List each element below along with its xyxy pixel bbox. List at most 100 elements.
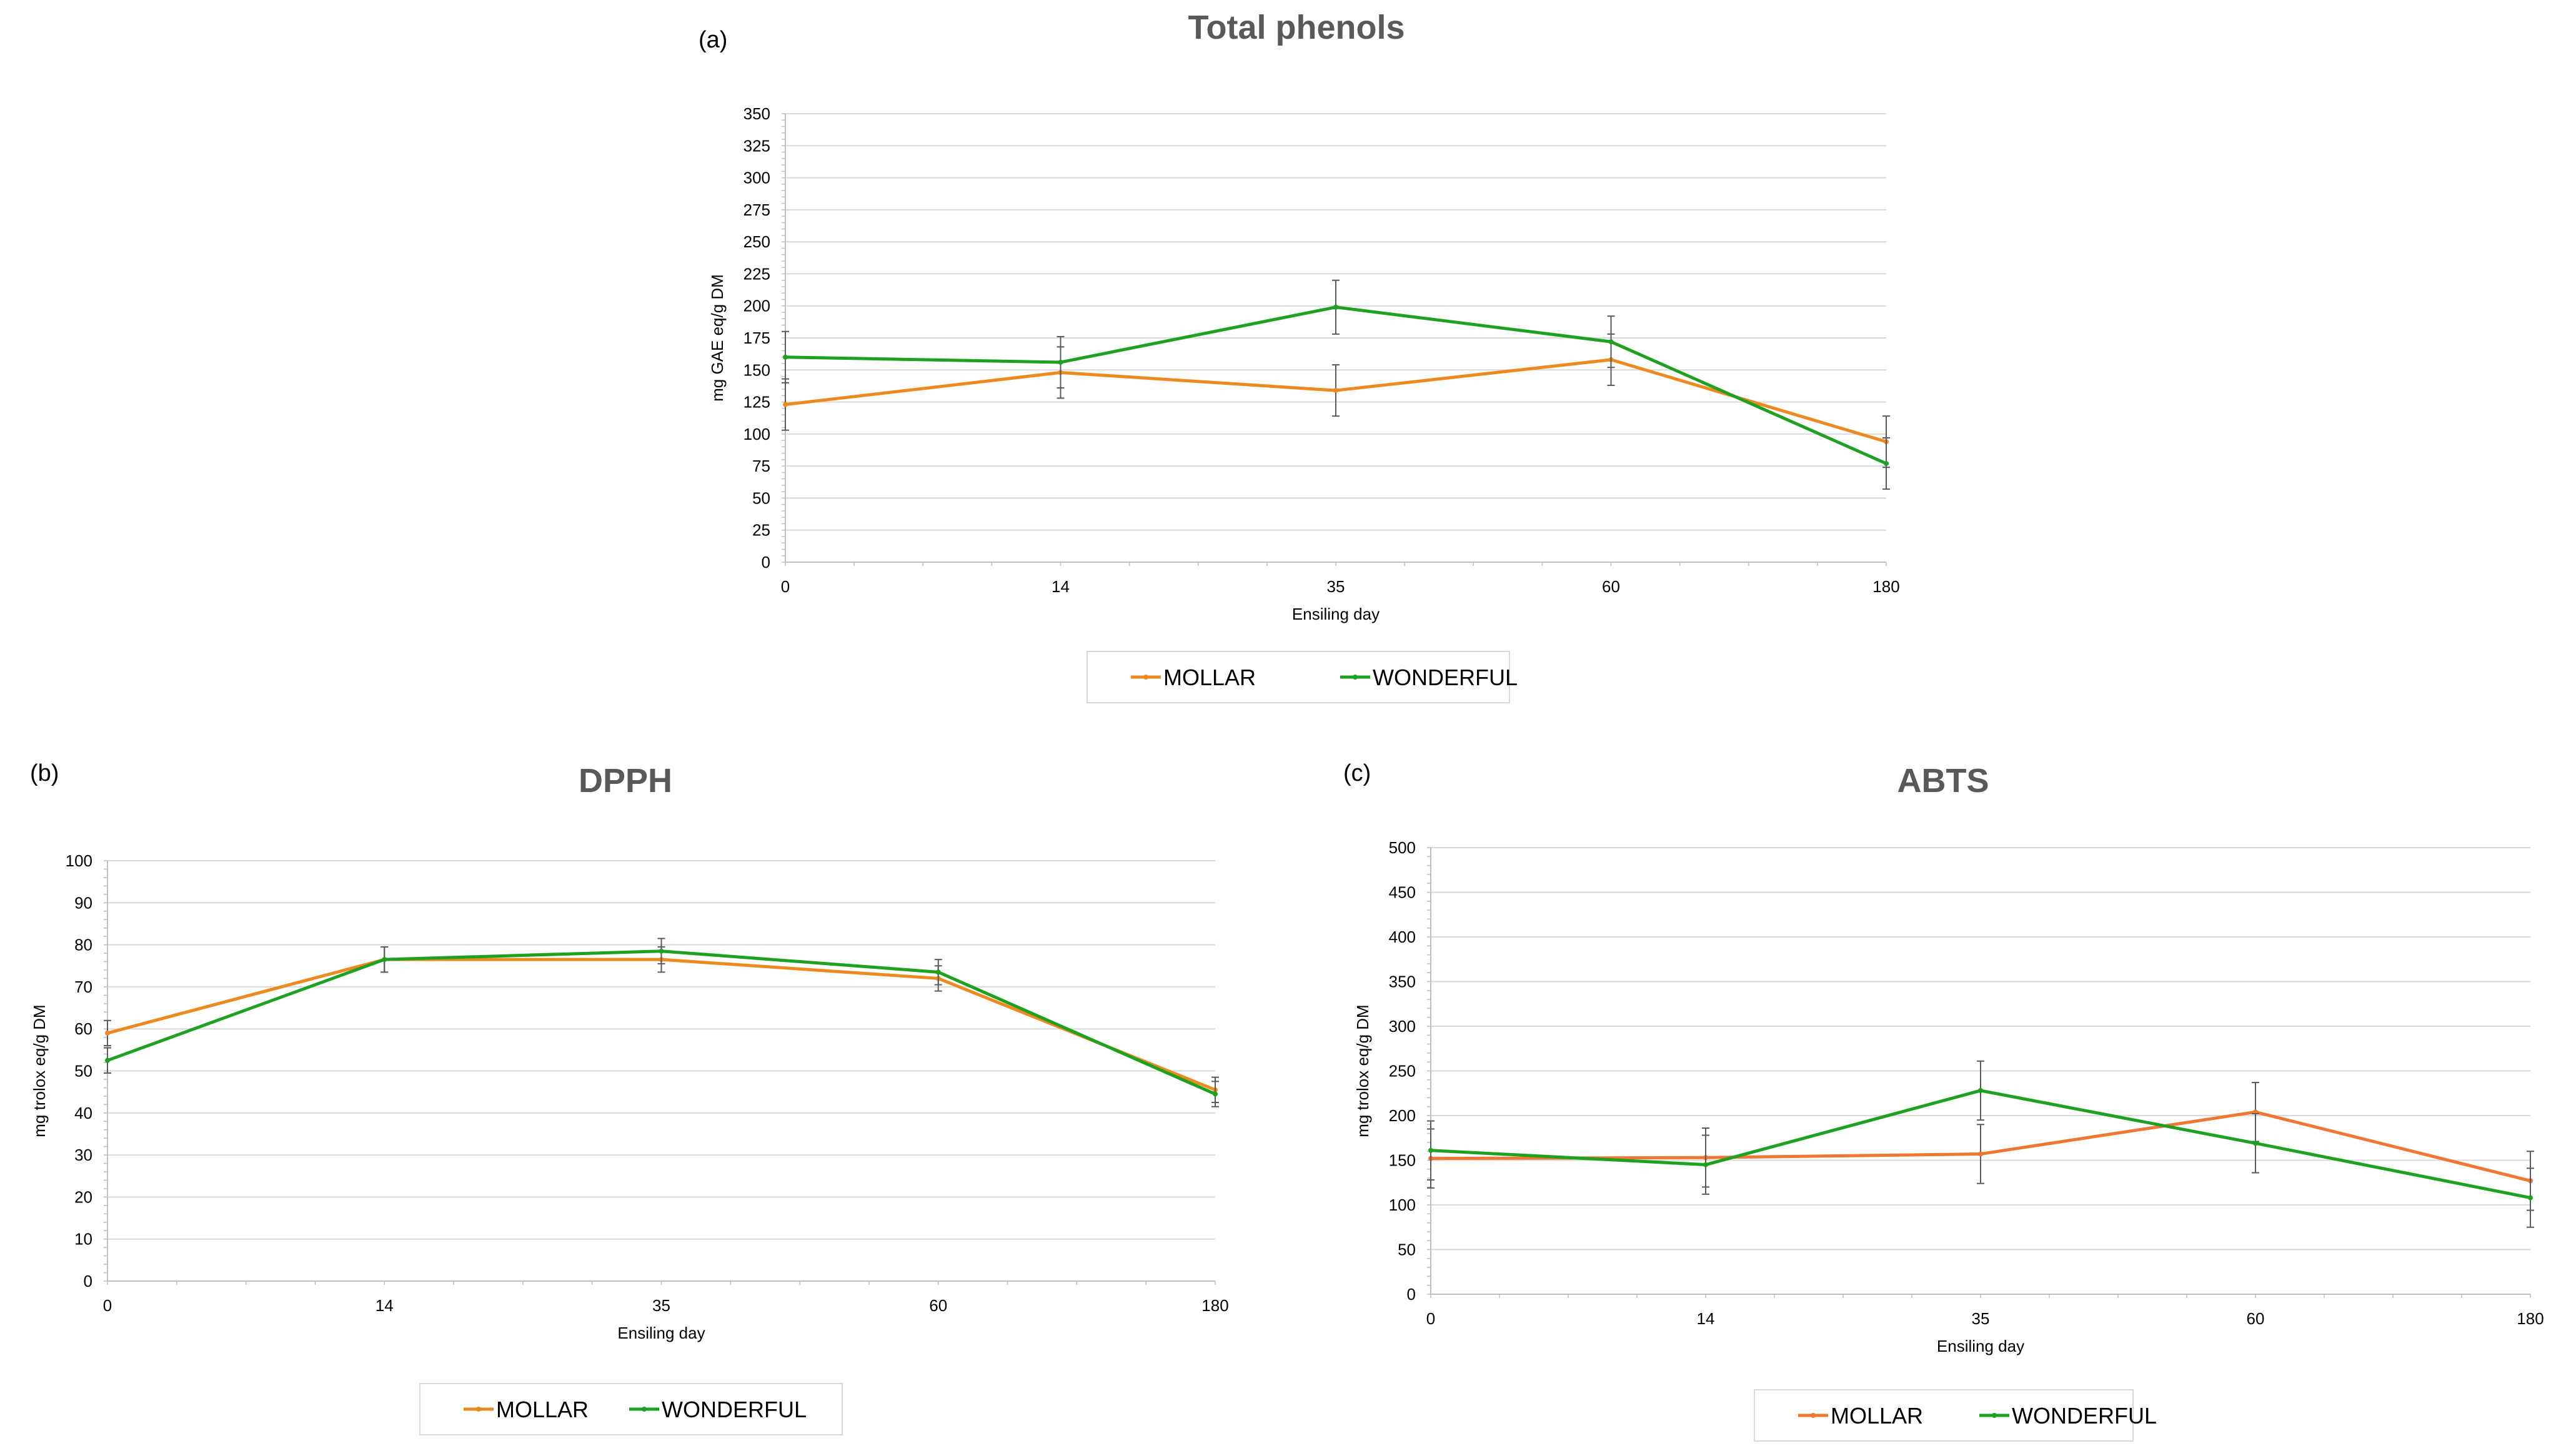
- y-tick-label: 0: [762, 553, 770, 572]
- y-tick-label: 30: [74, 1146, 92, 1164]
- legend: MOLLAR WONDERFUL: [1087, 651, 1518, 703]
- y-tick-label: 10: [74, 1230, 92, 1249]
- data-point: [783, 402, 788, 407]
- y-tick-label: 100: [1389, 1196, 1416, 1214]
- y-tick-label: 50: [752, 488, 770, 507]
- x-axis-title: Ensiling day: [1937, 1337, 2024, 1355]
- x-tick-label: 0: [1426, 1309, 1435, 1328]
- legend-label: WONDERFUL: [2012, 1403, 2157, 1429]
- data-point: [105, 1057, 110, 1063]
- x-tick-label: 0: [781, 577, 790, 596]
- panel-letter: (a): [699, 27, 727, 53]
- legend-marker: [1143, 675, 1148, 680]
- x-tick-label: 180: [1201, 1296, 1228, 1315]
- legend-marker: [1811, 1413, 1816, 1418]
- gridlines: [782, 113, 1887, 566]
- y-axis-title: mg trolox eq/g DM: [1353, 1004, 1372, 1137]
- chart-total-phenols: (a) Total phenols 0 25 50 75 100 125 150 175 200 22…: [699, 9, 1900, 703]
- legend-label: WONDERFUL: [662, 1397, 807, 1422]
- y-tick-labels: 0 10 20 30 40 50 60 70 80 90 100: [66, 851, 92, 1290]
- panel-letter: (b): [30, 760, 59, 786]
- data-point: [1608, 339, 1614, 345]
- y-tick-label: 450: [1389, 883, 1416, 902]
- x-tick-label: 35: [1972, 1309, 1990, 1328]
- chart-title: ABTS: [1897, 762, 1989, 800]
- y-tick-label: 250: [743, 232, 770, 251]
- y-tick-labels: 0 25 50 75 100 125 150 175 200 225 250 275 300 325 350: [743, 104, 770, 572]
- y-tick-label: 400: [1389, 928, 1416, 946]
- data-point: [2253, 1141, 2258, 1146]
- y-tick-label: 40: [74, 1104, 92, 1122]
- x-tick-label: 0: [103, 1296, 112, 1315]
- x-tick-label: 14: [375, 1296, 394, 1315]
- y-tick-label: 200: [1389, 1106, 1416, 1125]
- chart-abts: (c) ABTS 0 50 100 150 200 250 300 350 400 450 500 0 14…: [1343, 760, 2544, 1442]
- x-tick-labels: 0 14 35 60 180: [781, 577, 1900, 596]
- y-tick-label: 90: [74, 893, 92, 912]
- x-axis-title: Ensiling day: [1292, 605, 1380, 623]
- legend: MOLLAR WONDERFUL: [1754, 1389, 2157, 1442]
- x-tick-label: 14: [1052, 577, 1070, 596]
- series-line: [107, 958, 1216, 1092]
- y-tick-label: 250: [1389, 1062, 1416, 1081]
- series-wonderful: [782, 279, 1890, 490]
- gridlines: [1427, 847, 2531, 1298]
- data-point: [1058, 359, 1063, 365]
- data-point: [1703, 1162, 1708, 1167]
- series-wonderful: [1427, 1060, 2534, 1228]
- x-tick-label: 180: [2517, 1309, 2544, 1328]
- data-point: [1978, 1087, 1983, 1093]
- y-axis-title: mg trolox eq/g DM: [30, 1004, 49, 1137]
- y-axis-title: mg GAE eq/g DM: [708, 274, 727, 402]
- x-tick-labels: 0 14 35 60 180: [103, 1296, 1229, 1315]
- chart-title: Total phenols: [1188, 9, 1405, 46]
- y-tick-label: 150: [1389, 1151, 1416, 1170]
- data-point: [1428, 1147, 1433, 1153]
- x-tick-label: 180: [1872, 577, 1899, 596]
- data-point: [1884, 461, 1889, 467]
- data-point: [1213, 1091, 1218, 1097]
- x-tick-label: 60: [1602, 577, 1620, 596]
- y-tick-label: 300: [743, 169, 770, 187]
- y-tick-labels: 0 50 100 150 200 250 300 350 400 450 500: [1389, 838, 1416, 1304]
- y-tick-label: 200: [743, 297, 770, 315]
- y-tick-label: 125: [743, 393, 770, 412]
- y-tick-label: 100: [743, 425, 770, 443]
- data-point: [1333, 388, 1338, 394]
- x-tick-labels: 0 14 35 60 180: [1426, 1309, 2544, 1328]
- x-axis-title: Ensiling day: [617, 1324, 705, 1342]
- y-tick-label: 25: [752, 521, 770, 540]
- y-tick-label: 60: [74, 1019, 92, 1038]
- legend-marker: [1353, 675, 1358, 680]
- y-tick-label: 20: [74, 1187, 92, 1206]
- series-wonderful: [104, 938, 1219, 1107]
- y-tick-label: 75: [752, 457, 770, 475]
- legend-marker: [642, 1407, 647, 1412]
- y-tick-label: 500: [1389, 838, 1416, 857]
- y-tick-label: 300: [1389, 1017, 1416, 1036]
- y-tick-label: 50: [1398, 1241, 1416, 1259]
- x-tick-label: 60: [2247, 1309, 2265, 1328]
- y-tick-label: 225: [743, 264, 770, 283]
- y-tick-label: 100: [66, 851, 92, 870]
- data-point: [783, 354, 788, 360]
- legend: MOLLAR WONDERFUL: [419, 1383, 843, 1435]
- y-tick-label: 350: [1389, 973, 1416, 991]
- data-point: [2528, 1195, 2533, 1201]
- data-point: [1978, 1151, 1983, 1157]
- data-point: [1333, 304, 1338, 310]
- y-tick-label: 350: [743, 104, 770, 123]
- gridlines: [104, 860, 1216, 1285]
- y-tick-label: 80: [74, 936, 92, 954]
- legend-label: MOLLAR: [1831, 1403, 1923, 1429]
- x-tick-label: 35: [652, 1296, 670, 1315]
- legend-label: MOLLAR: [496, 1397, 589, 1422]
- legend-marker: [476, 1407, 481, 1412]
- legend-label: MOLLAR: [1163, 665, 1256, 690]
- series-mollar: [104, 946, 1219, 1103]
- y-tick-label: 50: [74, 1062, 92, 1081]
- y-tick-label: 325: [743, 136, 770, 155]
- series-mollar: [782, 333, 1890, 468]
- panel-letter: (c): [1343, 760, 1371, 786]
